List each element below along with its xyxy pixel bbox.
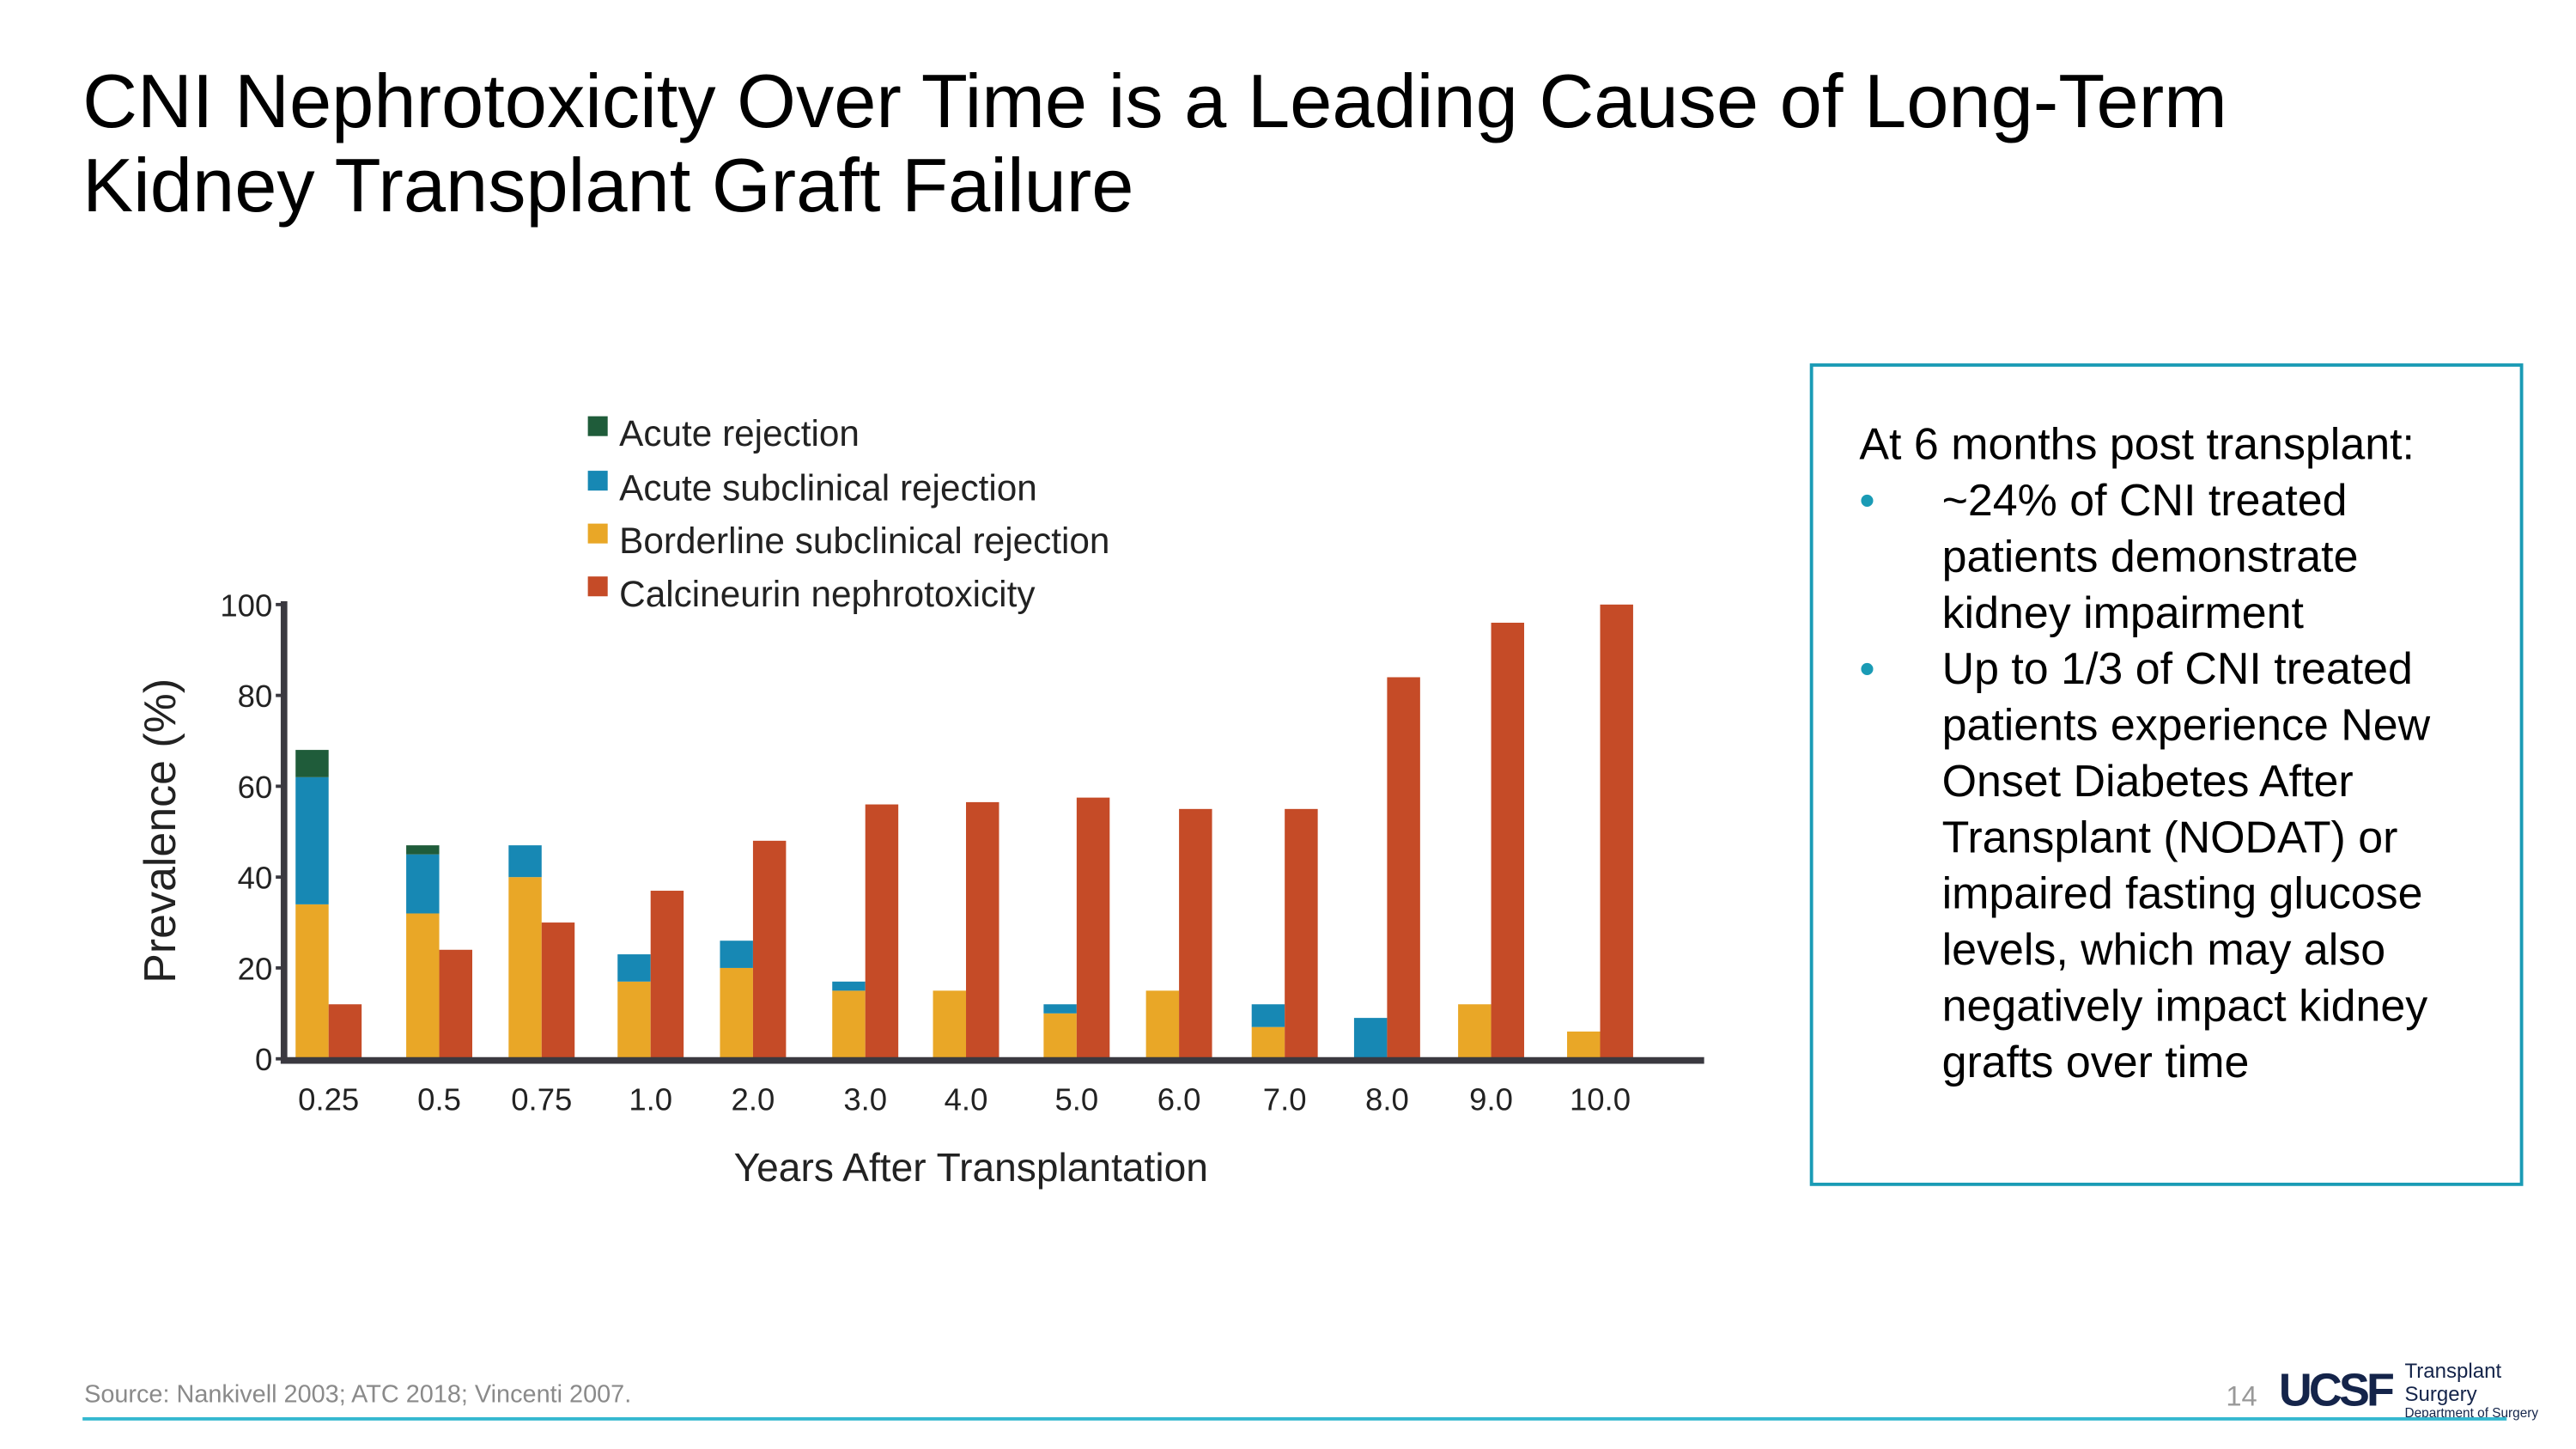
x-axis-label: Years After Transplantation [734,1145,1208,1190]
bar-borderline-subclinical-rejection [720,967,753,1059]
legend-label: Calcineurin nephrotoxicity [619,574,1036,614]
bar-borderline-subclinical-rejection [1567,1031,1601,1059]
bar-calcineurin-nephrotoxicity [1600,604,1633,1059]
bar-borderline-subclinical-rejection [832,990,866,1059]
bar-calcineurin-nephrotoxicity [541,922,575,1059]
callout-heading: At 6 months post transplant: [1859,419,2415,470]
logo-line2: Department of Surgery [2404,1405,2539,1421]
callout-bullet: • ~24% of CNI treated patients demonstrat… [1859,472,2487,641]
bar-calcineurin-nephrotoxicity [439,949,473,1059]
x-tick-label: 5.0 [1054,1081,1098,1117]
legend-swatch [587,471,608,491]
callout-bullets: • ~24% of CNI treated patients demonstrat… [1859,472,2487,1090]
x-tick-label: 4.0 [945,1081,988,1117]
bar-acute-subclinical-rejection [1251,1004,1285,1027]
bar-calcineurin-nephrotoxicity [752,840,787,1059]
x-tick-label: 1.0 [629,1081,672,1117]
x-tick-label: 7.0 [1263,1081,1307,1117]
x-tick-label: 8.0 [1365,1081,1409,1117]
bar-acute-subclinical-rejection [295,776,329,904]
bar-borderline-subclinical-rejection [406,913,440,1059]
page-number: 14 [2226,1380,2257,1413]
bar-borderline-subclinical-rejection [1458,1004,1492,1059]
bar-acute-subclinical-rejection [1353,1018,1388,1059]
x-tick-label: 6.0 [1157,1081,1201,1117]
bullet-text: ~24% of CNI treated patients demonstrate… [1941,475,2359,638]
x-tick-label: 2.0 [732,1081,775,1117]
bar-calcineurin-nephrotoxicity [1076,797,1110,1059]
callout-bullet: • Up to 1/3 of CNI treated patients exper… [1859,641,2487,1090]
bar-calcineurin-nephrotoxicity [1285,808,1318,1059]
bar-calcineurin-nephrotoxicity [865,804,899,1059]
bar-calcineurin-nephrotoxicity [650,891,684,1059]
bar-borderline-subclinical-rejection [295,904,329,1059]
source-citation: Source: Nankivell 2003; ATC 2018; Vincen… [84,1380,632,1409]
bar-borderline-subclinical-rejection [617,981,651,1059]
legend-label: Borderline subclinical rejection [619,521,1109,561]
bar-acute-subclinical-rejection [508,845,542,878]
logo-mark: UCSF [2278,1364,2395,1416]
bar-calcineurin-nephrotoxicity [1491,623,1525,1059]
legend-swatch [587,576,608,597]
bar-acute-subclinical-rejection [406,854,440,914]
slide-title: CNI Nephrotoxicity Over Time is a Leadin… [82,58,2227,228]
bar-calcineurin-nephrotoxicity [966,801,999,1059]
bar-calcineurin-nephrotoxicity [1179,808,1212,1059]
x-tick-label: 10.0 [1570,1081,1631,1117]
y-tick-label: 20 [238,951,273,986]
bar-calcineurin-nephrotoxicity [328,1004,362,1059]
bar-borderline-subclinical-rejection [1145,990,1180,1059]
bar-acute-subclinical-rejection [1043,1004,1077,1014]
bar-acute-rejection [295,750,329,777]
bullet-icon: • [1859,644,1875,694]
callout-box: At 6 months post transplant: • ~24% of CN… [1809,363,2524,1186]
bar-acute-rejection [406,845,440,855]
legend-swatch [587,416,608,436]
y-tick-label: 80 [238,679,273,714]
legend-swatch [587,523,608,544]
x-tick-label: 0.25 [298,1081,359,1117]
x-tick-label: 9.0 [1469,1081,1513,1117]
x-tick-label: 0.5 [417,1081,461,1117]
prevalence-bar-chart: 0.25 0.5 0.75 1.0 2.0 3.0 4.0 5.0 6.0 7.0 8.0 9.0 10… [136,413,1704,1190]
bar-acute-subclinical-rejection [720,941,753,968]
y-tick-label: 100 [220,588,272,623]
y-tick-label: 40 [238,861,273,896]
bar-borderline-subclinical-rejection [1251,1026,1285,1059]
bar-calcineurin-nephrotoxicity [1387,677,1420,1059]
bar-borderline-subclinical-rejection [933,990,967,1059]
logo-line1: Transplant Surgery [2404,1359,2502,1406]
bar-acute-subclinical-rejection [832,981,866,991]
bar-acute-subclinical-rejection [617,954,651,982]
y-tick-label: 60 [238,770,273,805]
x-tick-label: 3.0 [843,1081,887,1117]
ucsf-logo: UCSF Transplant Surgery Department of Su… [2279,1360,2576,1422]
bullet-icon: • [1859,475,1875,526]
bullet-text: Up to 1/3 of CNI treated patients experi… [1941,644,2431,1087]
footer-divider [82,1417,2507,1420]
legend-label: Acute rejection [619,413,860,454]
bar-borderline-subclinical-rejection [1043,1013,1077,1059]
bar-borderline-subclinical-rejection [508,877,542,1059]
y-axis-label: Prevalence (%) [136,679,185,983]
x-tick-label: 0.75 [511,1081,572,1117]
y-tick-label: 0 [255,1042,272,1077]
legend-label: Acute subclinical rejection [619,468,1037,508]
